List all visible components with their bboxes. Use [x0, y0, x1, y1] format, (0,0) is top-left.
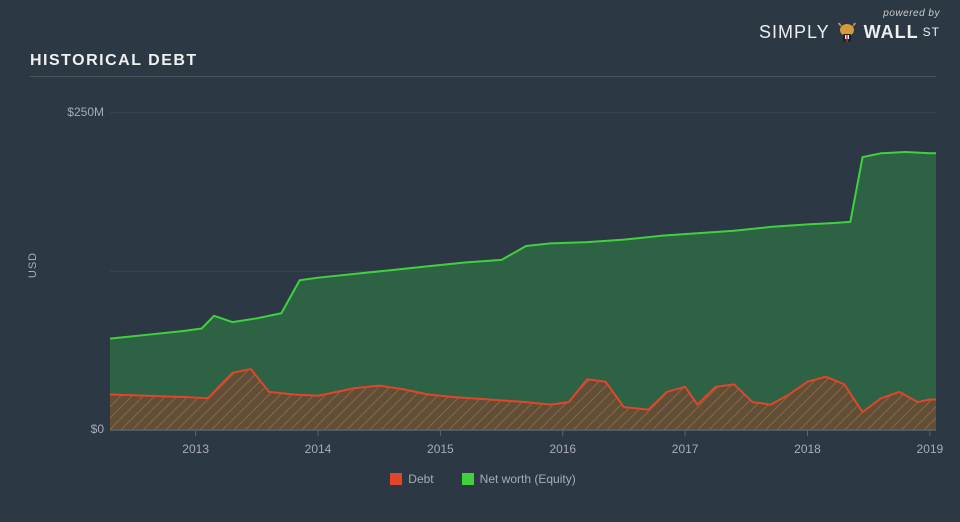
x-tick-label: 2015	[427, 442, 454, 456]
brand-simply: SIMPLY	[759, 22, 830, 43]
chart-legend: Debt Net worth (Equity)	[30, 472, 936, 488]
chart-title: HISTORICAL DEBT	[30, 52, 198, 70]
x-tick-label: 2017	[672, 442, 699, 456]
y-tick-label: $250M	[44, 105, 104, 119]
bull-icon	[834, 19, 860, 45]
legend-item: Debt	[390, 472, 433, 486]
legend-swatch	[390, 473, 402, 485]
legend-swatch	[462, 473, 474, 485]
chart-plot	[30, 90, 936, 490]
title-underline	[30, 76, 936, 77]
legend-label: Debt	[408, 472, 433, 486]
brand-wall: WALL	[864, 22, 919, 43]
brand-name: SIMPLY WALL ST	[759, 19, 940, 45]
y-tick-label: $0	[44, 422, 104, 436]
x-tick-label: 2014	[305, 442, 332, 456]
chart-container: USD DebtNet worth (Equity) $0$250M201320…	[30, 90, 936, 490]
brand-logo: powered by SIMPLY WALL ST	[759, 8, 940, 45]
powered-by-label: powered by	[759, 8, 940, 19]
legend-label: Net worth (Equity)	[480, 472, 576, 486]
x-tick-label: 2016	[549, 442, 576, 456]
legend-item: Net worth (Equity)	[462, 472, 576, 486]
brand-st: ST	[923, 25, 940, 39]
x-tick-label: 2019	[917, 442, 944, 456]
x-tick-label: 2018	[794, 442, 821, 456]
x-tick-label: 2013	[182, 442, 209, 456]
